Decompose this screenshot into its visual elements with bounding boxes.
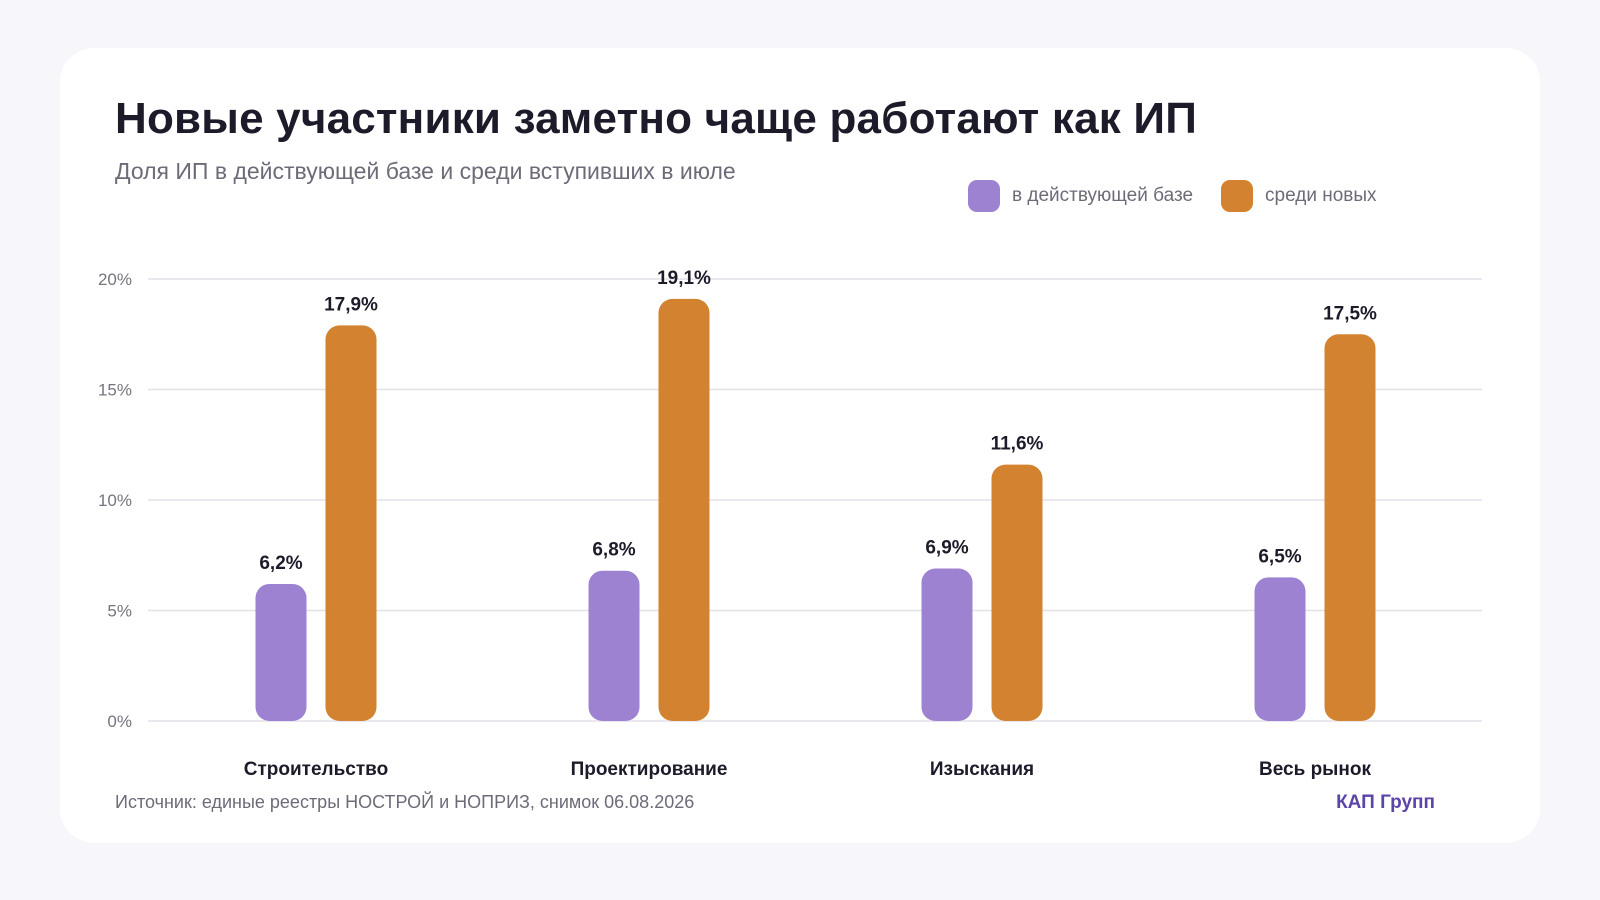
source-note: Источник: единые реестры НОСТРОЙ и НОПРИ… <box>115 792 695 812</box>
y-tick-label: 0% <box>107 712 132 731</box>
y-tick-label: 5% <box>107 602 132 621</box>
chart-title: Новые участники заметно чаще работают ка… <box>115 94 1198 143</box>
bar-layer <box>255 298 1376 721</box>
chart-subtitle: Доля ИП в действующей базе и среди вступ… <box>115 158 736 184</box>
legend-label-new: среди новых <box>1265 185 1377 206</box>
bar-new-3 <box>1324 334 1376 721</box>
chart-legend: в действующей базе среди новых <box>968 180 1405 212</box>
y-tick-label: 15% <box>98 381 132 400</box>
bar-base-2 <box>921 568 973 721</box>
data-label: 11,6% <box>991 434 1044 455</box>
data-label: 6,9% <box>925 538 968 559</box>
bar-base-1 <box>588 570 640 721</box>
label-layer: 6,2% 17,9% Строительство 6,8% 19,1% Проектиро… <box>244 268 1377 780</box>
bar-new-1 <box>658 298 710 721</box>
legend-label-base: в действующей базе <box>1012 185 1194 206</box>
brand-logo-text: КАП Групп <box>1336 792 1435 813</box>
data-label: 17,5% <box>1323 303 1377 324</box>
x-category-label: Изыскания <box>930 759 1034 780</box>
y-tick-label: 20% <box>98 270 132 289</box>
x-category-label: Проектирование <box>571 759 728 780</box>
legend-swatch-new <box>1221 180 1254 212</box>
legend-item-base: в действующей базе <box>968 180 1193 212</box>
bar-base-0 <box>255 583 307 721</box>
y-tick-label: 10% <box>98 491 132 510</box>
bar-base-3 <box>1254 577 1306 721</box>
data-label: 6,8% <box>592 540 635 561</box>
data-label: 6,2% <box>259 553 302 574</box>
data-label: 6,5% <box>1258 546 1301 567</box>
data-label: 19,1% <box>657 268 711 289</box>
data-label: 17,9% <box>324 294 378 315</box>
legend-item-new: среди новых <box>1221 180 1377 212</box>
legend-swatch-base <box>968 180 1000 212</box>
bar-new-0 <box>325 325 377 721</box>
bar-new-2 <box>991 464 1043 721</box>
x-category-label: Строительство <box>244 759 388 780</box>
x-category-label: Весь рынок <box>1259 759 1371 780</box>
